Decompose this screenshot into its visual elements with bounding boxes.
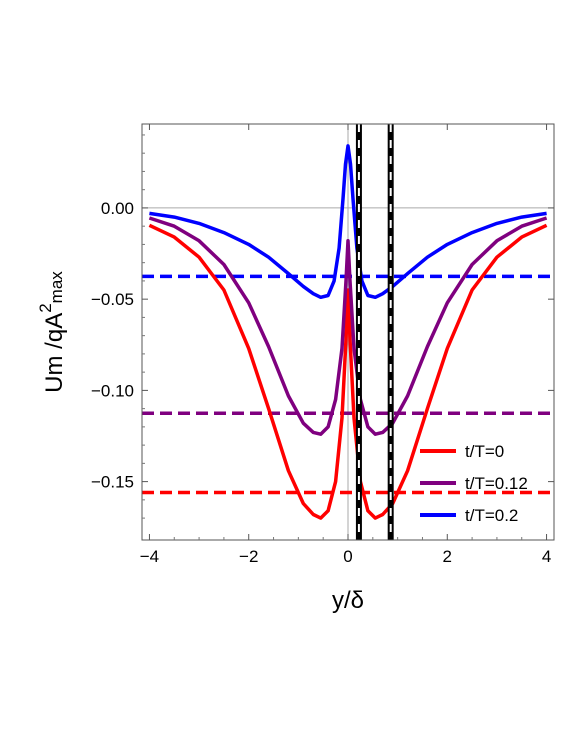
series-1-curve bbox=[148, 216, 548, 436]
y-tick-label: −0.10 bbox=[91, 381, 134, 400]
x-tick-label: 0 bbox=[343, 547, 352, 566]
x-tick-label: −4 bbox=[140, 547, 159, 566]
legend: t/T=0 t/T=0.12 t/T=0.2 bbox=[420, 442, 528, 525]
x-axis-label: y/δ bbox=[332, 587, 364, 614]
y-tick-label: −0.15 bbox=[91, 473, 134, 492]
x-tick-label: 2 bbox=[443, 547, 452, 566]
average-lines bbox=[142, 274, 554, 495]
series-0-curve bbox=[148, 223, 548, 520]
y-axis-label-base: Um /qA bbox=[41, 313, 68, 393]
y-tick-label: −0.05 bbox=[91, 290, 134, 309]
series-curves bbox=[148, 144, 548, 520]
x-tick-label: 4 bbox=[542, 547, 551, 566]
y-axis-label-subscript: max bbox=[47, 271, 66, 304]
legend-label-2: t/T=0.2 bbox=[465, 506, 518, 525]
y-tick-label: 0.00 bbox=[101, 199, 134, 218]
vertical-markers bbox=[355, 124, 394, 540]
legend-label-0: t/T=0 bbox=[465, 442, 504, 461]
x-tick-label: −2 bbox=[239, 547, 258, 566]
y-axis-label-superscript: 2 bbox=[36, 303, 55, 312]
x-axis-ticks: −4 −2 0 2 4 bbox=[140, 124, 551, 566]
series-2-curve bbox=[149, 144, 547, 300]
legend-label-1: t/T=0.12 bbox=[465, 474, 528, 493]
y-axis-ticks: 0.00 −0.05 −0.10 −0.15 bbox=[91, 134, 554, 519]
y-axis-label: Um /qA2max bbox=[36, 271, 68, 393]
